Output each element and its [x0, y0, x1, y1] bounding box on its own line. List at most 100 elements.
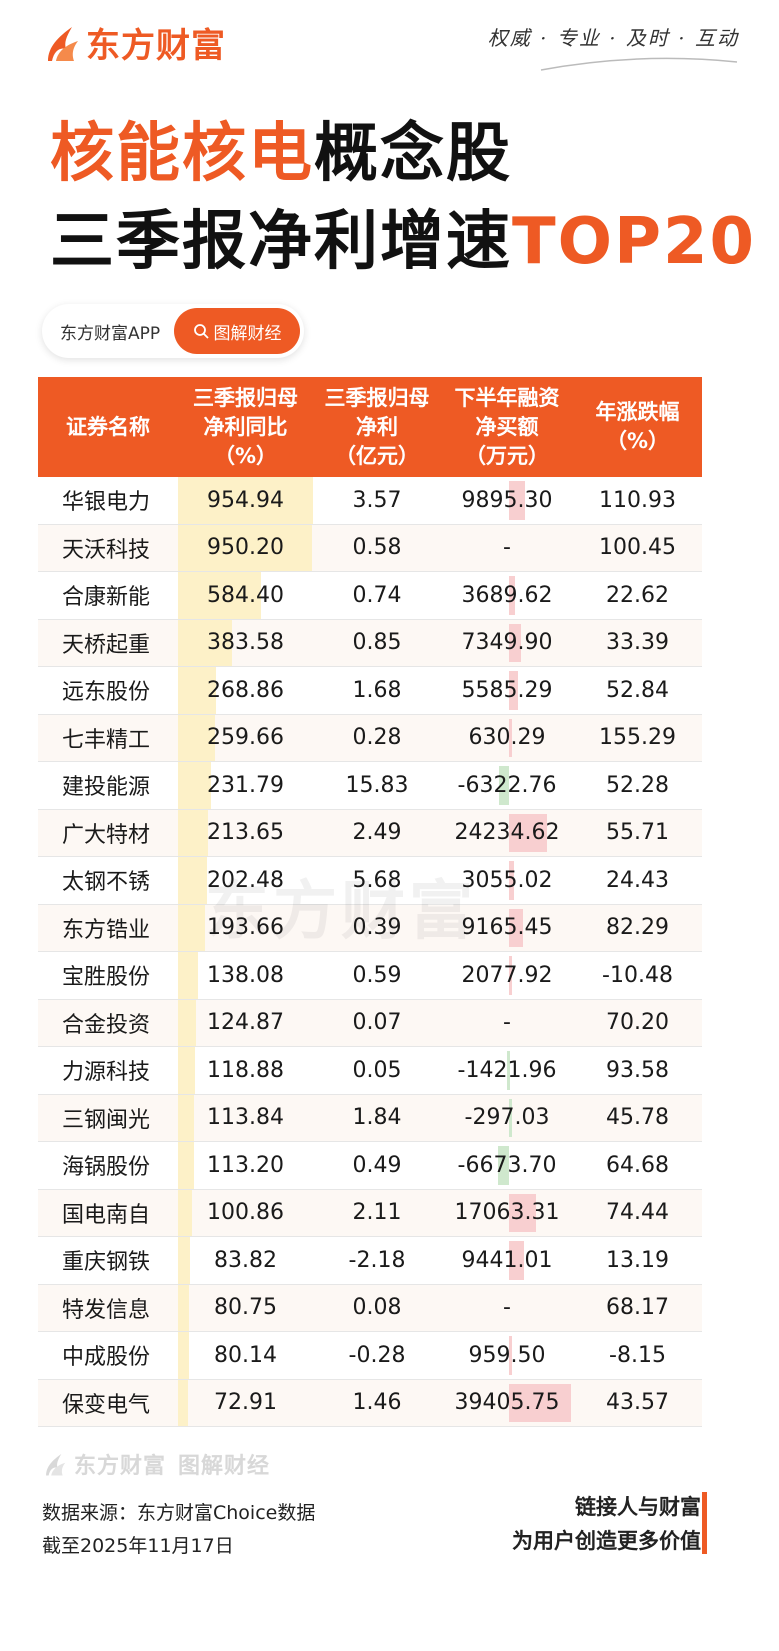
growth-bar [178, 762, 211, 809]
cell-value: - [503, 535, 511, 561]
stock-name-cell: 中成股份 [38, 1332, 178, 1379]
ytd-cell: 22.62 [573, 572, 702, 619]
footer-section: 图解财经 [178, 1454, 271, 1479]
footer-brand-name: 东方财富 [74, 1454, 167, 1479]
profit-cell: -0.28 [313, 1332, 441, 1379]
ytd-cell: 68.17 [573, 1285, 702, 1332]
column-header: 年涨跌幅 （%） [573, 377, 702, 477]
column-header-line: 净利同比 [203, 414, 288, 439]
title-text: 概念股 [314, 117, 512, 191]
growth-bar [178, 1332, 190, 1379]
table-row: 海锅股份 113.20 0.49 -6673.70 64.68 [38, 1142, 702, 1190]
growth-bar [178, 667, 216, 714]
ytd-cell: 52.28 [573, 762, 702, 809]
cell-value: 建投能源 [62, 775, 151, 801]
stock-name-cell: 华银电力 [38, 477, 178, 524]
column-header-line: 年涨跌幅 [595, 400, 680, 424]
growth-cell: 113.20 [178, 1142, 313, 1189]
growth-bar [178, 857, 207, 904]
margin-cell: 17063.31 [441, 1190, 573, 1237]
column-header-line: （万元） [465, 443, 549, 468]
cell-value: 特发信息 [62, 1297, 151, 1323]
section-button[interactable]: 图解财经 [174, 308, 300, 354]
growth-cell: 72.91 [178, 1379, 313, 1426]
growth-bar [178, 809, 209, 856]
margin-cell: 9165.45 [441, 905, 573, 952]
margin-bar-positive [509, 671, 518, 710]
date-text: 截至2025年11月17日 [42, 1535, 234, 1557]
table-row: 广大特材 213.65 2.49 24234.62 55.71 [38, 809, 702, 857]
cell-value: - [503, 1010, 511, 1036]
profit-cell: 0.58 [313, 525, 441, 572]
cell-value: 64.68 [606, 1152, 669, 1178]
growth-bar [178, 524, 313, 571]
growth-bar [178, 952, 198, 999]
margin-cell: - [441, 1285, 573, 1332]
cell-value: - [503, 1295, 511, 1321]
cell-value: 950.20 [207, 535, 284, 561]
growth-cell: 231.79 [178, 762, 313, 809]
cell-value: 24234.62 [454, 820, 560, 846]
app-pill[interactable]: 东方财富APP 图解财经 [42, 304, 304, 358]
cell-value: 80.14 [214, 1342, 277, 1368]
column-header: 下半年融资 净买额 （万元） [441, 377, 573, 477]
title-text: 三季报净利增速 [50, 205, 512, 279]
cell-value: 43.57 [606, 1390, 669, 1416]
stock-name-cell: 建投能源 [38, 762, 178, 809]
profit-cell: 0.08 [313, 1285, 441, 1332]
cell-value: 93.58 [606, 1057, 669, 1083]
stock-name-cell: 保变电气 [38, 1380, 178, 1427]
margin-bar-positive [509, 1383, 571, 1422]
table-row: 天沃科技 950.20 0.58 - 100.45 [38, 524, 702, 572]
cell-value: 24.43 [606, 867, 669, 893]
column-header-line: 三季报归母 [324, 385, 430, 410]
growth-cell: 124.87 [178, 999, 313, 1046]
table-row: 中成股份 80.14 -0.28 959.50 -8.15 [38, 1332, 702, 1380]
cell-value: 110.93 [599, 487, 676, 513]
cell-value: 9165.45 [461, 915, 553, 941]
cell-value: -6322.76 [457, 772, 557, 798]
profit-cell: 15.83 [313, 762, 441, 809]
cell-value: 100.45 [599, 535, 676, 561]
growth-cell: 954.94 [178, 477, 313, 524]
margin-bar-positive [509, 956, 513, 995]
profit-cell: 0.28 [313, 715, 441, 762]
margin-cell: 959.50 [441, 1332, 573, 1379]
cell-value: 33.39 [606, 630, 669, 656]
cell-value: 15.83 [345, 772, 409, 798]
margin-cell: 2077.92 [441, 952, 573, 999]
ytd-cell: 100.45 [573, 525, 702, 572]
margin-cell: -1421.96 [441, 1047, 573, 1094]
cell-value: 630.29 [468, 725, 546, 751]
growth-bar [178, 904, 206, 951]
cell-value: 东方锆业 [62, 917, 151, 943]
margin-cell: 3055.02 [441, 857, 573, 904]
stock-name-cell: 合康新能 [38, 572, 178, 619]
stock-name-cell: 七丰精工 [38, 715, 178, 762]
column-header-line: （%） [605, 429, 670, 453]
table-row: 七丰精工 259.66 0.28 630.29 155.29 [38, 714, 702, 762]
profit-cell: 0.59 [313, 952, 441, 999]
cell-value: 45.78 [606, 1105, 669, 1131]
column-header-line: 下半年融资 [454, 385, 560, 410]
cell-value: 584.40 [207, 582, 284, 608]
ytd-cell: 74.44 [573, 1190, 702, 1237]
cell-value: 国电南自 [62, 1202, 151, 1228]
column-header: 证券名称 [38, 377, 178, 477]
profit-cell: 1.46 [313, 1380, 441, 1427]
growth-cell: 950.20 [178, 524, 313, 571]
cell-value: 3055.02 [461, 867, 553, 893]
table-row: 太钢不锈 202.48 5.68 3055.02 24.43 [38, 857, 702, 905]
profit-cell: 3.57 [313, 477, 441, 524]
stock-name-cell: 广大特材 [38, 810, 178, 857]
table-row: 三钢闽光 113.84 1.84 -297.03 45.78 [38, 1094, 702, 1142]
cell-value: 1.68 [352, 677, 402, 703]
brand-slogan: 权威 · 专业 · 及时 · 互动 [487, 26, 739, 50]
cell-value: 383.58 [207, 630, 284, 656]
ytd-cell: 55.71 [573, 810, 702, 857]
stock-name-cell: 特发信息 [38, 1285, 178, 1332]
cell-value: 113.84 [207, 1105, 284, 1131]
table-row: 力源科技 118.88 0.05 -1421.96 93.58 [38, 1047, 702, 1095]
cell-value: 0.85 [352, 630, 402, 656]
ytd-cell: 24.43 [573, 857, 702, 904]
